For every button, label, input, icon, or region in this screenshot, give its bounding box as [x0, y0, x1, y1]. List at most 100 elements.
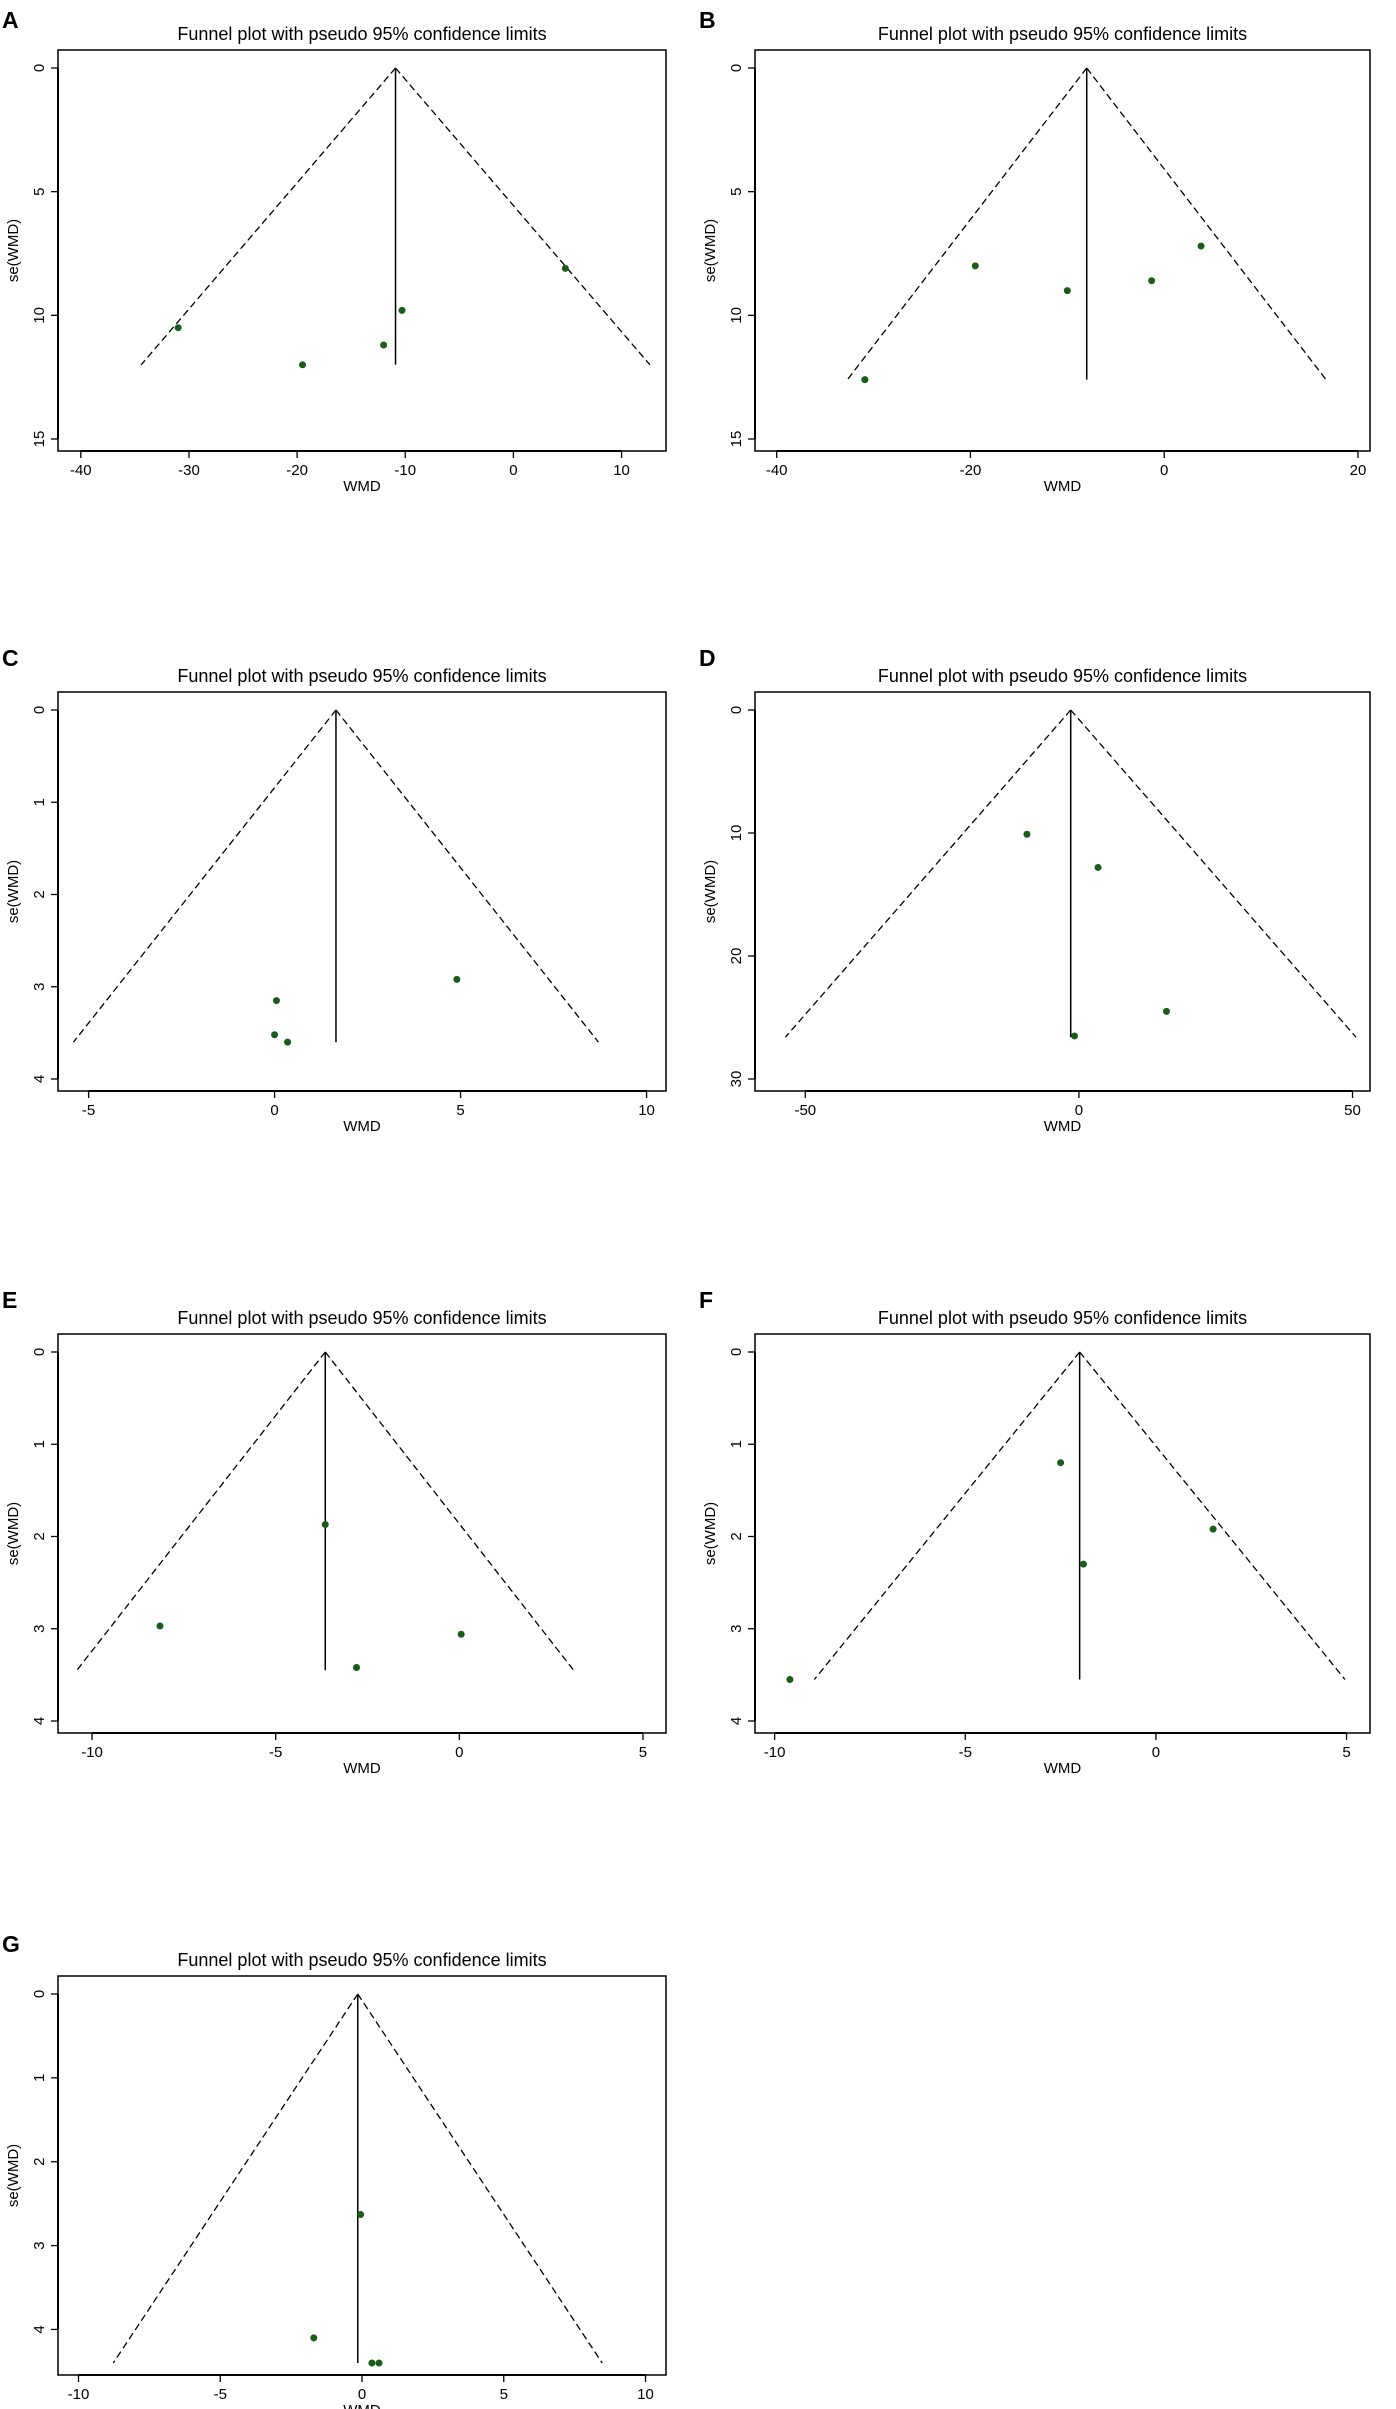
panel-b-letter: B: [699, 7, 716, 33]
panel-f-y-tick-label: 4: [728, 1717, 745, 1725]
panel-a-y-tick-label: 5: [31, 187, 48, 195]
panel-a-x-tick-label: -20: [286, 462, 308, 479]
panel-f-title: Funnel plot with pseudo 95% confidence l…: [878, 1308, 1247, 1328]
panel-a-upper-ci-line: [395, 67, 651, 366]
panel-f-letter: F: [699, 1287, 713, 1313]
panel-f-y-tick-label: 1: [728, 1440, 745, 1448]
panel-b-y-tick-label: 5: [728, 187, 745, 195]
panel-f-x-axis-label: WMD: [1044, 1760, 1082, 1777]
panel-g-y-tick-label: 2: [31, 2158, 48, 2166]
panel-a-plot-frame: [57, 49, 667, 452]
panel-g-y-tick-label: 0: [31, 1990, 48, 1998]
panel-e-y-tick-label: 1: [31, 1440, 48, 1448]
panel-e-plot-frame: [57, 1333, 667, 1734]
panel-f-y-tick-label: 3: [728, 1625, 745, 1633]
panel-e-lower-ci-line: [76, 1351, 326, 1671]
panel-c-upper-ci-line: [335, 709, 599, 1043]
panel-e-y-axis-label: se(WMD): [5, 1502, 22, 1565]
panel-a: A Funnel plot with pseudo 95% confidence …: [2, 7, 667, 495]
panel-f-point-1: [786, 1675, 794, 1683]
panel-c-point-3: [284, 1038, 292, 1046]
panel-e-letter: E: [2, 1287, 17, 1313]
panel-f: F Funnel plot with pseudo 95% confidence …: [699, 1287, 1371, 1777]
panel-e-point-1: [156, 1622, 164, 1630]
panel-c-y-tick-label: 0: [31, 706, 48, 714]
panel-a-lower-ci-line: [140, 67, 397, 366]
panel-b-point-4: [1148, 277, 1156, 285]
panel-e-point-2: [321, 1521, 329, 1529]
panel-g-point-3: [368, 2359, 376, 2367]
panel-e-point-4: [457, 1630, 465, 1638]
panel-c-lower-ci-line: [72, 709, 337, 1043]
panel-g-x-tick-label: 10: [637, 2386, 654, 2403]
panel-d-point-1: [1023, 830, 1031, 838]
panel-g-plot-frame: [57, 1975, 667, 2376]
panel-a-letter: A: [2, 7, 19, 33]
panel-e-y-tick-label: 2: [31, 1532, 48, 1540]
panel-a-x-tick-label: -40: [70, 462, 92, 479]
panel-c-point-2: [271, 1031, 279, 1039]
panel-f-point-3: [1079, 1560, 1087, 1568]
panel-d: D Funnel plot with pseudo 95% confidence …: [699, 645, 1371, 1135]
panel-d-x-tick-label: -50: [794, 1102, 816, 1119]
panel-c-y-tick-label: 4: [31, 1075, 48, 1083]
panel-b-point-3: [1063, 287, 1071, 295]
panel-c: C Funnel plot with pseudo 95% confidence …: [2, 645, 667, 1135]
panel-a-title: Funnel plot with pseudo 95% confidence l…: [177, 24, 546, 44]
panel-d-x-axis-label: WMD: [1044, 1118, 1082, 1135]
panel-e-x-tick-label: -10: [81, 1744, 103, 1761]
panel-b-point-5: [1197, 242, 1205, 250]
panel-d-y-tick-label: 10: [728, 825, 745, 842]
panel-e-y-tick-label: 0: [31, 1348, 48, 1356]
panel-c-y-tick-label: 3: [31, 983, 48, 991]
panel-b-x-tick-label: 20: [1350, 462, 1367, 479]
panel-f-lower-ci-line: [813, 1351, 1081, 1680]
panel-e-x-tick-label: 5: [639, 1744, 647, 1761]
panel-b-x-tick-label: -20: [960, 462, 982, 479]
panel-c-x-axis-label: WMD: [343, 1118, 381, 1135]
panel-a-x-axis-label: WMD: [343, 478, 381, 495]
panel-b-x-tick-label: -40: [766, 462, 788, 479]
panel-g-title: Funnel plot with pseudo 95% confidence l…: [177, 1950, 546, 1970]
panel-a-y-axis-label: se(WMD): [5, 219, 22, 282]
panel-a-x-tick-label: 0: [509, 462, 517, 479]
panel-g-letter: G: [2, 1931, 20, 1957]
panel-e-upper-ci-line: [324, 1351, 575, 1671]
panel-c-plot-frame: [57, 691, 667, 1092]
panel-c-y-axis-label: se(WMD): [5, 860, 22, 923]
panel-g-y-tick-label: 4: [31, 2325, 48, 2333]
panel-a-y-tick-label: 0: [31, 64, 48, 72]
panel-c-y-tick-label: 1: [31, 798, 48, 806]
panel-a-point-3: [380, 341, 388, 349]
panel-f-x-tick-label: 0: [1152, 1744, 1160, 1761]
panel-d-y-tick-label: 0: [728, 706, 745, 714]
panel-a-x-tick-label: -10: [394, 462, 416, 479]
panel-c-point-4: [453, 975, 461, 983]
panel-a-x-tick-label: 10: [613, 462, 630, 479]
panel-g-x-tick-label: 5: [500, 2386, 508, 2403]
panel-b-title: Funnel plot with pseudo 95% confidence l…: [878, 24, 1247, 44]
panel-b-x-tick-label: 0: [1160, 462, 1168, 479]
panel-f-point-2: [1057, 1459, 1065, 1467]
panel-a-point-5: [561, 264, 569, 272]
panel-d-plot-frame: [754, 691, 1371, 1092]
panel-e-x-tick-label: -5: [269, 1744, 282, 1761]
panel-d-lower-ci-line: [784, 709, 1072, 1038]
panel-f-point-4: [1209, 1525, 1217, 1533]
panel-e-title: Funnel plot with pseudo 95% confidence l…: [177, 1308, 546, 1328]
panel-c-title: Funnel plot with pseudo 95% confidence l…: [177, 666, 546, 686]
panel-c-point-1: [272, 997, 280, 1005]
panel-d-point-2: [1094, 863, 1102, 871]
panel-e-y-tick-label: 3: [31, 1625, 48, 1633]
panel-e-y-tick-label: 4: [31, 1717, 48, 1725]
panel-b: B Funnel plot with pseudo 95% confidence …: [699, 7, 1371, 495]
panel-b-y-axis-label: se(WMD): [702, 219, 719, 282]
panel-a-x-tick-label: -30: [178, 462, 200, 479]
panel-d-y-axis-label: se(WMD): [702, 860, 719, 923]
panel-g-lower-ci-line: [112, 1993, 359, 2364]
panel-f-x-tick-label: 5: [1342, 1744, 1350, 1761]
panel-e-x-axis-label: WMD: [343, 1760, 381, 1777]
panel-b-y-tick-label: 0: [728, 64, 745, 72]
panel-d-x-tick-label: 50: [1344, 1102, 1361, 1119]
